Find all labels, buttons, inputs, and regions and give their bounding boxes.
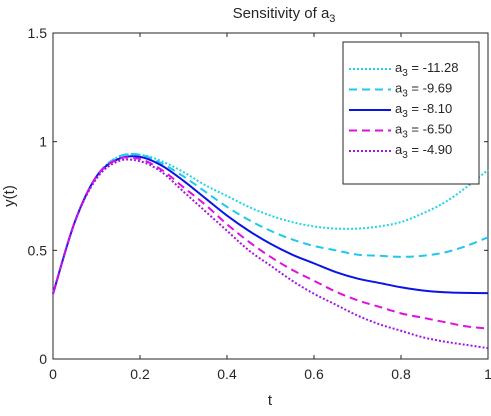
x-tick-label: 0 bbox=[49, 366, 57, 382]
legend-label-1: a3 = -11.28 bbox=[395, 60, 459, 79]
plot-area-box bbox=[52, 32, 489, 360]
x-tick-label: 0.4 bbox=[217, 366, 237, 382]
series-line-2 bbox=[52, 152, 489, 295]
series-line-1 bbox=[52, 153, 489, 295]
x-tick-label: 0.8 bbox=[391, 366, 411, 382]
chart-title-text: Sensitivity of a bbox=[233, 5, 330, 22]
chart-title-subscript: 3 bbox=[329, 13, 335, 25]
legend-box bbox=[342, 41, 480, 185]
series-line-4 bbox=[52, 156, 489, 330]
x-tick-label: 0.2 bbox=[130, 366, 150, 382]
legend-label-2: a3 = -9.69 bbox=[395, 81, 452, 100]
series-line-5 bbox=[52, 158, 489, 350]
y-tick-label: 0 bbox=[39, 351, 47, 367]
x-tick-label: 1 bbox=[484, 366, 491, 382]
x-tick-label: 0.6 bbox=[304, 366, 324, 382]
y-tick-label: 1 bbox=[39, 134, 47, 150]
chart-title: Sensitivity of a3 bbox=[233, 5, 336, 25]
series-lines bbox=[52, 152, 489, 350]
y-tick-label: 1.5 bbox=[28, 25, 48, 41]
x-axis-label: t bbox=[268, 392, 273, 409]
y-tick-label: 0.5 bbox=[28, 242, 48, 258]
legend-label-5: a3 = -4.90 bbox=[395, 142, 452, 161]
y-axis-label: y(t) bbox=[1, 185, 18, 207]
axes: 0 0.2 0.4 0.6 0.8 1 0 0.5 1 1.5 bbox=[28, 25, 491, 382]
legend-label-3: a3 = -8.10 bbox=[395, 101, 452, 120]
legend-label-4: a3 = -6.50 bbox=[395, 122, 452, 141]
